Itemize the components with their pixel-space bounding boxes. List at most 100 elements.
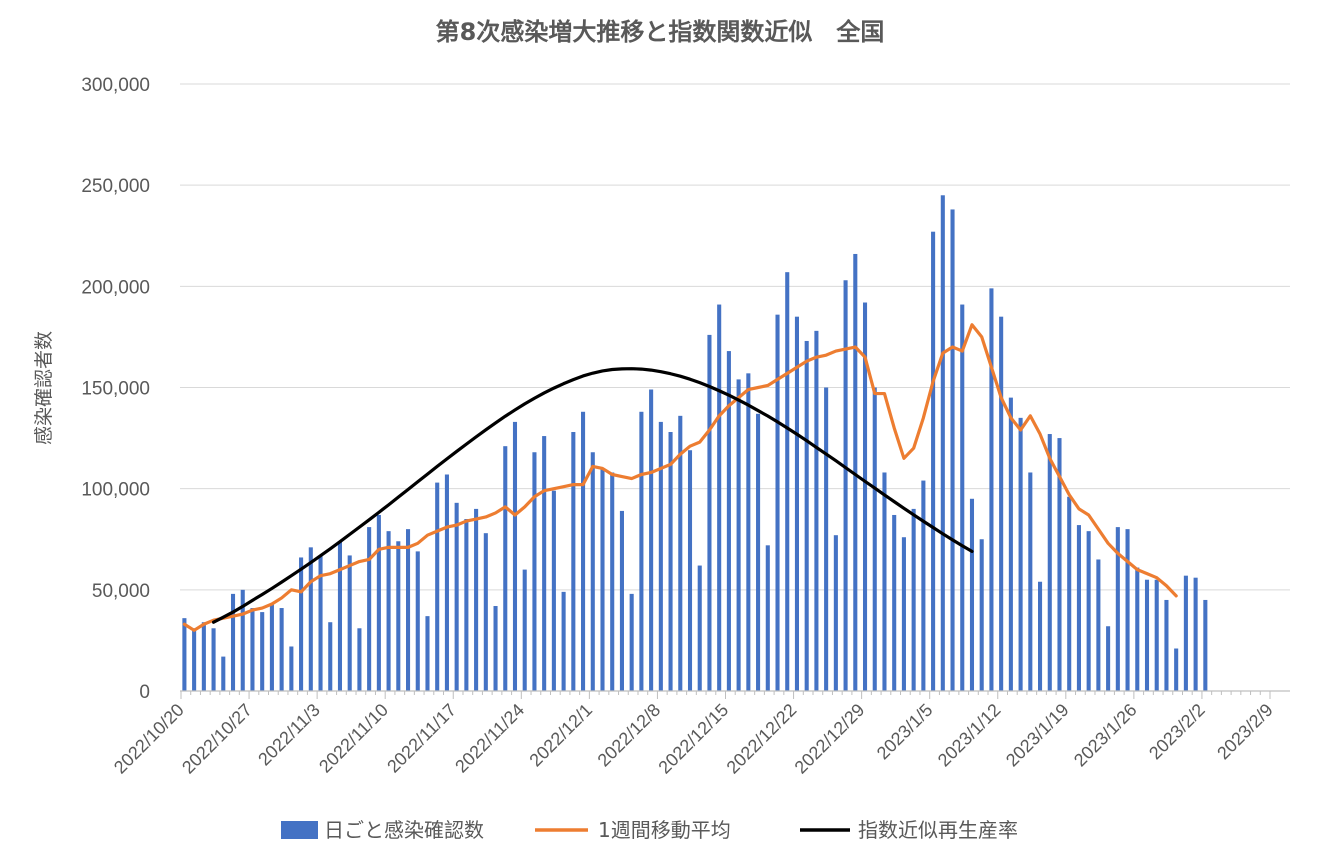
- bar: [1008, 397, 1013, 691]
- bar: [619, 510, 624, 691]
- bar: [979, 539, 984, 691]
- x-tick-label: 2022/11/10: [315, 700, 392, 777]
- bar: [969, 498, 975, 691]
- bar: [911, 508, 916, 691]
- legend-label-moving-average: 1週間移動平均: [598, 818, 731, 842]
- legend-label-fit: 指数近似再生産率: [858, 818, 1018, 842]
- bar: [425, 616, 430, 691]
- bar: [794, 316, 799, 691]
- y-tick-label: 150,000: [81, 379, 150, 400]
- bar: [590, 452, 595, 691]
- bar: [960, 304, 965, 691]
- bar: [717, 304, 722, 691]
- bar: [882, 472, 887, 691]
- bar: [726, 351, 731, 691]
- bar: [357, 628, 362, 691]
- legend: 日ごと感染確認数 1週間移動平均 指数近似再生産率: [281, 818, 1018, 842]
- bar: [1183, 575, 1188, 691]
- bar: [824, 387, 829, 691]
- bar: [1203, 599, 1208, 691]
- bar: [649, 389, 654, 691]
- bar: [1125, 529, 1130, 691]
- bar: [367, 527, 372, 691]
- chart-title: 第8次感染増大推移と指数関数近似 全国: [436, 18, 885, 46]
- bar: [901, 537, 906, 691]
- x-tick-label: 2023/2/9: [1213, 700, 1277, 764]
- bar: [269, 604, 274, 691]
- bar: [289, 646, 294, 691]
- bar: [182, 618, 187, 691]
- bar: [444, 474, 449, 691]
- bar: [1135, 567, 1140, 691]
- bar: [503, 446, 508, 691]
- x-tick-label: 2023/1/5: [873, 700, 937, 764]
- y-tick-label: 200,000: [81, 277, 150, 298]
- bar: [610, 472, 615, 691]
- bar: [454, 502, 459, 691]
- bar: [853, 253, 858, 691]
- x-tick-label: 2022/12/8: [594, 700, 665, 771]
- bar: [328, 622, 333, 691]
- bar: [435, 482, 440, 691]
- bar: [532, 452, 537, 691]
- bar: [833, 535, 838, 691]
- bar: [862, 302, 868, 691]
- bar: [493, 606, 498, 691]
- bar: [658, 421, 663, 691]
- bar: [376, 514, 381, 691]
- moving-average-line: [182, 323, 1178, 632]
- x-tick-label: 2022/11/17: [383, 700, 460, 777]
- bar: [221, 656, 226, 691]
- bar: [804, 340, 809, 691]
- y-axis-label: 感染確認者数: [33, 331, 55, 445]
- bar: [989, 288, 994, 691]
- bar: [230, 593, 236, 691]
- bar: [1115, 527, 1120, 691]
- bar: [1067, 496, 1072, 691]
- legend-label-bars: 日ごと感染確認数: [324, 818, 484, 842]
- bar: [1154, 579, 1159, 691]
- y-tick-label: 100,000: [81, 480, 150, 501]
- bar: [1174, 648, 1179, 691]
- bar: [600, 468, 605, 691]
- bar: [571, 432, 576, 691]
- bar: [260, 612, 265, 691]
- x-tick-label: 2022/12/1: [525, 700, 596, 771]
- bar: [629, 593, 634, 691]
- legend-swatch-bars: [281, 821, 318, 839]
- bar: [318, 555, 323, 691]
- bar: [707, 334, 712, 691]
- bar: [474, 508, 479, 691]
- bar: [1086, 531, 1091, 691]
- y-tick-label: 0: [139, 682, 150, 703]
- bar: [279, 608, 284, 691]
- bar: [551, 490, 556, 691]
- y-tick-label: 250,000: [81, 176, 150, 197]
- bar: [192, 628, 197, 691]
- bar: [211, 628, 216, 691]
- bar: [999, 316, 1004, 691]
- bar: [308, 547, 313, 691]
- bar: [415, 551, 420, 691]
- bar: [1047, 434, 1052, 691]
- bar: [337, 541, 343, 691]
- bar: [483, 533, 488, 691]
- bar: [1106, 626, 1111, 691]
- x-tick-label: 2022/10/20: [110, 700, 188, 778]
- x-tick-label: 2022/12/29: [791, 700, 869, 778]
- bar: [814, 330, 819, 691]
- bar: [299, 557, 304, 691]
- bar: [736, 379, 741, 691]
- bar: [396, 541, 401, 691]
- bar: [250, 608, 255, 691]
- x-tick-label: 2023/1/26: [1070, 700, 1141, 771]
- bar: [1018, 417, 1023, 691]
- bar: [843, 280, 848, 691]
- bar: [1076, 525, 1081, 691]
- bar: [668, 432, 673, 691]
- x-tick-label: 2022/11/3: [254, 700, 324, 770]
- bar: [697, 565, 702, 691]
- bar: [785, 272, 790, 691]
- bar-series: [182, 195, 1208, 691]
